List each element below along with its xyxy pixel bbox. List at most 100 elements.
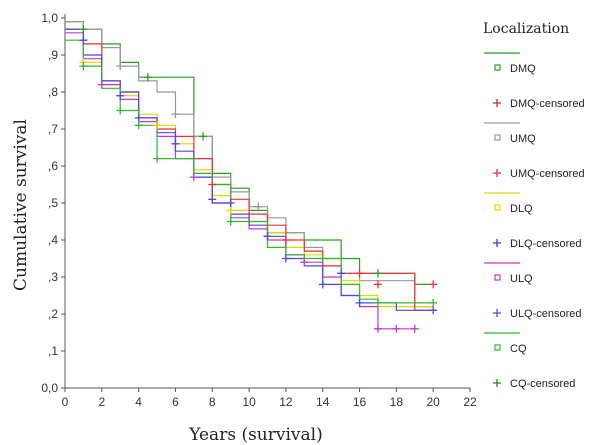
legend-plus-marker bbox=[493, 99, 501, 107]
y-axis-title: Cumulative survival bbox=[11, 119, 31, 291]
censor-mark bbox=[171, 139, 180, 148]
y-tick-label: 1,0 bbox=[41, 11, 58, 25]
censor-mark bbox=[226, 206, 235, 215]
censor-mark bbox=[373, 269, 382, 278]
legend-plus-marker bbox=[493, 169, 501, 177]
y-tick-label: ,4 bbox=[48, 233, 58, 247]
x-tick-label: 8 bbox=[209, 395, 216, 409]
survival-curve bbox=[65, 21, 434, 285]
survival-curve bbox=[65, 39, 434, 304]
x-axis-title: Years (survival) bbox=[188, 425, 322, 445]
censor-mark bbox=[79, 62, 88, 71]
censor-mark bbox=[373, 280, 382, 289]
censor-mark bbox=[208, 180, 217, 189]
legend-label: UMQ bbox=[510, 133, 536, 145]
legend-item: ULQ bbox=[484, 262, 533, 285]
x-tick-label: 14 bbox=[316, 395, 330, 409]
legend-item: UMQ-censored bbox=[493, 168, 585, 180]
y-tick-label: ,2 bbox=[48, 307, 58, 321]
censor-mark bbox=[97, 80, 106, 89]
censor-mark bbox=[116, 62, 125, 71]
censor-mark bbox=[143, 73, 152, 82]
x-tick-label: 6 bbox=[172, 395, 179, 409]
legend-title: Localization bbox=[483, 21, 569, 37]
y-tick-label: ,3 bbox=[48, 270, 58, 284]
legend-item: DLQ bbox=[484, 192, 533, 215]
censor-mark bbox=[281, 236, 290, 244]
legend-plus-marker bbox=[493, 309, 501, 317]
legend-square-marker bbox=[494, 204, 501, 211]
censor-mark bbox=[392, 324, 401, 333]
survival-curve bbox=[65, 28, 434, 308]
legend-item: CQ-censored bbox=[493, 378, 575, 390]
censor-mark bbox=[281, 254, 290, 263]
censor-mark bbox=[171, 110, 180, 119]
censor-mark bbox=[300, 258, 309, 267]
plot-area bbox=[64, 14, 470, 389]
censor-mark bbox=[318, 280, 327, 289]
censor-mark bbox=[355, 298, 364, 307]
censor-mark bbox=[410, 324, 419, 333]
x-tick-label: 2 bbox=[98, 395, 105, 409]
legend: Localization DMQ DMQ-censored UMQ UMQ-censo… bbox=[483, 21, 585, 390]
legend-square-marker bbox=[494, 344, 501, 351]
y-axis: 0,0 ,1 ,2 ,3 ,4 ,5 ,6 ,7 ,8 ,9 1,0 bbox=[41, 11, 65, 395]
legend-square-marker bbox=[494, 274, 501, 281]
y-tick-label: ,7 bbox=[48, 122, 58, 136]
legend-label: CQ bbox=[510, 343, 527, 355]
censor-mark bbox=[429, 298, 438, 307]
censor-mark bbox=[373, 324, 382, 333]
censor-mark bbox=[226, 199, 235, 207]
survival-curve bbox=[65, 28, 434, 311]
x-tick-label: 16 bbox=[353, 395, 367, 409]
censor-mark bbox=[189, 173, 198, 182]
censor-mark bbox=[153, 154, 162, 163]
y-tick-label: 0,0 bbox=[41, 381, 58, 395]
x-tick-label: 22 bbox=[463, 395, 477, 409]
censor-mark bbox=[116, 91, 125, 100]
censor-mark bbox=[134, 113, 143, 122]
legend-label: DMQ bbox=[510, 63, 536, 75]
x-tick-label: 12 bbox=[279, 395, 293, 409]
legend-label: DLQ-censored bbox=[510, 238, 582, 250]
survival-curve bbox=[65, 28, 434, 311]
censor-mark bbox=[199, 132, 208, 141]
y-tick-label: ,6 bbox=[48, 159, 58, 173]
x-tick-label: 18 bbox=[390, 395, 404, 409]
censor-mark bbox=[226, 217, 235, 226]
censor-mark bbox=[153, 121, 162, 130]
censor-mark bbox=[337, 269, 346, 278]
legend-item: DMQ bbox=[484, 52, 536, 75]
x-tick-label: 10 bbox=[242, 395, 256, 409]
legend-label: ULQ bbox=[510, 273, 533, 285]
censor-marks bbox=[79, 25, 438, 333]
legend-label: DLQ bbox=[510, 203, 533, 215]
legend-label: DMQ-censored bbox=[510, 98, 585, 110]
censor-mark bbox=[208, 195, 217, 204]
legend-label: UMQ-censored bbox=[510, 168, 585, 180]
legend-label: ULQ-censored bbox=[510, 308, 582, 320]
survival-curve bbox=[65, 32, 415, 330]
x-axis: 0 2 4 6 8 10 12 14 16 18 20 22 bbox=[62, 388, 477, 409]
legend-square-marker bbox=[494, 134, 501, 141]
legend-item: DLQ-censored bbox=[493, 238, 582, 250]
legend-item: UMQ bbox=[484, 122, 536, 145]
legend-item: ULQ-censored bbox=[493, 308, 582, 320]
censor-mark bbox=[79, 25, 88, 34]
x-tick-label: 4 bbox=[135, 395, 142, 409]
y-tick-label: ,9 bbox=[48, 48, 58, 62]
censor-mark bbox=[134, 121, 143, 130]
censor-mark bbox=[355, 269, 364, 278]
legend-item: CQ bbox=[484, 332, 527, 355]
y-tick-label: ,5 bbox=[48, 196, 58, 210]
legend-plus-marker bbox=[493, 239, 501, 247]
legend-label: CQ-censored bbox=[510, 378, 575, 390]
legend-square-marker bbox=[494, 64, 501, 71]
legend-item: DMQ-censored bbox=[493, 98, 585, 110]
x-tick-label: 20 bbox=[427, 395, 441, 409]
legend-plus-marker bbox=[493, 379, 501, 387]
censor-mark bbox=[373, 298, 382, 307]
y-tick-label: ,8 bbox=[48, 85, 58, 99]
y-tick-label: ,1 bbox=[48, 344, 58, 358]
